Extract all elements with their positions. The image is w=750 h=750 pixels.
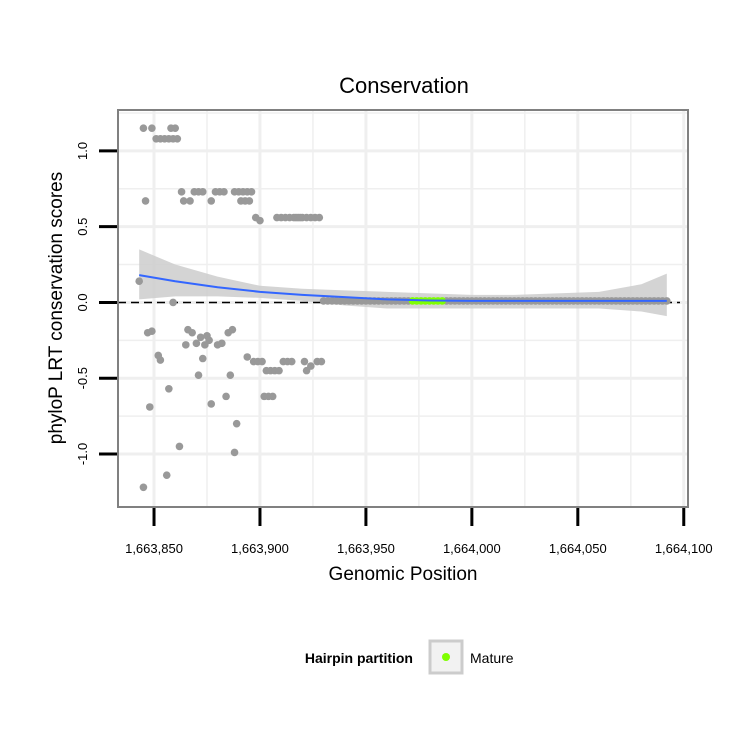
panel-border	[117, 109, 689, 508]
legend-label-mature: Mature	[470, 650, 514, 666]
data-point	[275, 366, 283, 375]
legend-mature-marker	[442, 653, 450, 661]
data-point	[165, 385, 173, 393]
data-point	[268, 392, 277, 401]
data-point	[196, 333, 205, 342]
chart-title: Conservation	[339, 73, 469, 98]
data-point	[226, 371, 235, 379]
data-point	[139, 483, 148, 492]
data-point	[139, 124, 148, 132]
data-point	[300, 357, 309, 366]
y-tick-label: -0.5	[75, 367, 90, 389]
data-point	[198, 188, 207, 196]
data-point	[179, 197, 188, 205]
data-point	[307, 362, 315, 370]
data-point	[205, 336, 213, 345]
y-tick-label: 0.0	[75, 293, 90, 311]
data-point	[258, 357, 266, 366]
data-point	[315, 213, 324, 222]
data-point	[207, 197, 216, 205]
data-point	[156, 356, 165, 364]
data-point	[247, 188, 256, 196]
smooth-trend-line	[139, 274, 667, 302]
x-tick-label: 1,663,900	[231, 541, 289, 556]
data-point	[162, 471, 171, 479]
data-point	[148, 327, 156, 336]
data-point	[177, 188, 186, 196]
data-point	[230, 448, 239, 457]
data-point	[171, 124, 180, 132]
x-tick-label: 1,663,850	[125, 541, 183, 556]
y-axis: -1.0 -0.5 0.0 0.5 1.0	[75, 142, 117, 465]
x-tick-label: 1,663,950	[337, 541, 395, 556]
data-point	[135, 277, 143, 286]
data-point	[256, 216, 264, 225]
data-point	[228, 325, 237, 334]
y-tick-label: 0.5	[75, 218, 90, 236]
data-point	[192, 339, 201, 348]
data-point	[148, 124, 156, 132]
plot-panel	[117, 109, 689, 508]
data-point	[188, 328, 196, 337]
x-tick-label: 1,664,100	[655, 541, 713, 556]
data-point	[218, 339, 226, 348]
data-point	[317, 357, 326, 366]
data-point	[243, 353, 252, 361]
legend-title: Hairpin partition	[305, 650, 413, 666]
data-point	[169, 298, 177, 307]
legend: Hairpin partition Mature	[305, 639, 514, 675]
x-tick-label: 1,664,050	[549, 541, 607, 556]
data-point	[222, 392, 230, 401]
data-point	[182, 341, 190, 349]
y-tick-label: 1.0	[75, 142, 90, 160]
data-point	[207, 400, 216, 408]
data-point	[175, 442, 184, 451]
data-point	[145, 403, 154, 411]
x-tick-label: 1,664,000	[443, 541, 501, 556]
data-point	[287, 357, 296, 366]
data-point	[245, 197, 254, 205]
y-tick-label: -1.0	[75, 443, 90, 465]
data-point	[232, 419, 241, 428]
data-point	[186, 197, 194, 205]
data-point	[173, 134, 182, 143]
data-point	[141, 197, 150, 205]
x-axis: 1,663,850 1,663,900 1,663,950 1,664,000 1,66…	[125, 508, 713, 556]
y-axis-label: phyloP LRT conservation scores	[46, 172, 67, 445]
data-point	[198, 354, 207, 363]
x-axis-label: Genomic Position	[329, 564, 478, 585]
data-point	[220, 188, 228, 196]
data-point	[194, 371, 203, 379]
